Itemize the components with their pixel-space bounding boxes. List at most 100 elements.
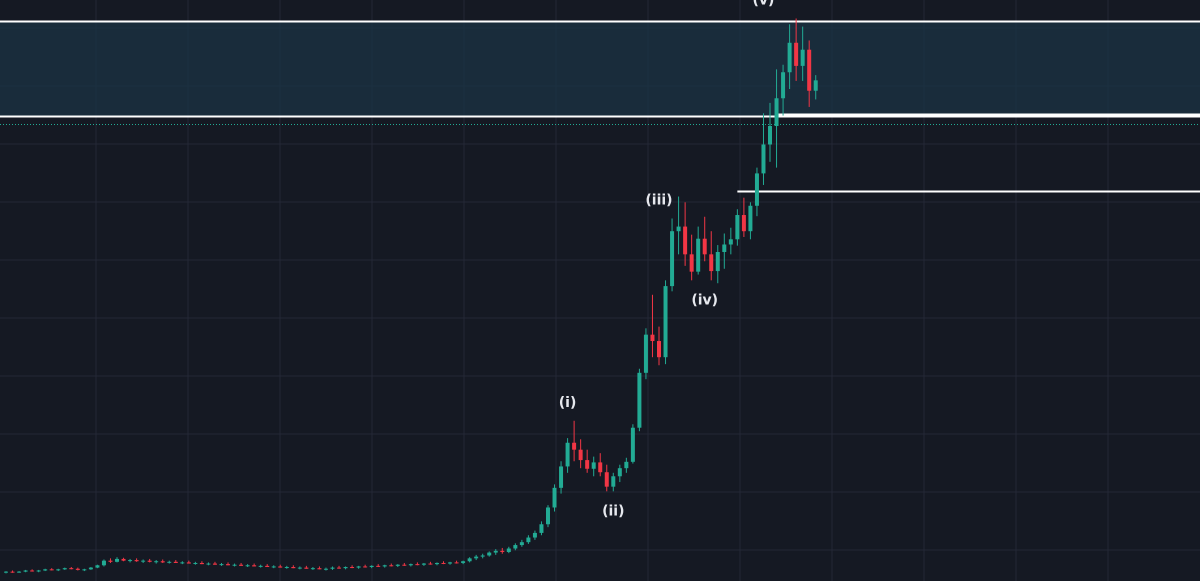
candle-body [787,42,792,73]
candle [323,567,328,571]
candle-body [4,571,8,573]
candle [637,368,642,432]
candle [768,102,773,162]
wave-label: (v) [753,0,775,8]
candle [441,561,446,565]
candle [317,566,322,570]
candle [683,202,688,266]
candle-body [101,560,106,566]
candle-body [95,565,100,568]
candle-body [376,565,381,567]
candle [330,566,335,570]
candle [186,560,191,564]
candle [75,567,80,571]
candle-body [591,462,596,469]
candle [552,484,557,512]
wave-label: (ii) [602,503,624,519]
candle-body [49,569,54,571]
candle [369,565,374,569]
candle [115,557,120,563]
candle-body [715,252,720,272]
candle [69,567,74,570]
candle-body [598,462,603,473]
candle-body [741,215,746,232]
candle [291,565,296,569]
candle-body [284,567,289,569]
candle-body [141,560,146,562]
candle [657,326,661,366]
candle-body [30,570,35,572]
candle [474,554,479,561]
candle-body [604,472,609,487]
candle-body [186,562,191,564]
candle [709,231,714,281]
candle [10,570,15,573]
candle-body [356,566,361,568]
candle [559,461,564,494]
candle-body [382,565,387,567]
candle-body [278,566,283,568]
candle [226,562,231,566]
candle-body [62,568,67,570]
candle-body [552,487,557,508]
candle [154,560,159,564]
candle-body [69,568,74,570]
candle [128,558,133,563]
candle [506,546,511,554]
candle-body [330,567,335,569]
candle-body [337,567,342,569]
candle [30,569,35,572]
candle [395,564,400,568]
candle-body [807,49,812,91]
candle-body [676,226,681,232]
candle [337,565,342,569]
candle-body [532,532,537,538]
candle [545,505,550,528]
candle [265,564,270,568]
candles [4,18,818,574]
candle [239,562,244,566]
candle [4,571,8,574]
candle-body [395,564,400,566]
candle [343,566,348,570]
candle [82,568,87,572]
candle-body [160,561,165,563]
candle [630,424,635,464]
candle [702,216,707,262]
candle-body [545,507,550,525]
candle [43,568,48,572]
candle [487,551,492,557]
candle [180,561,185,565]
candle [297,566,302,570]
candle-body [36,570,41,572]
candle [539,521,544,536]
candle [526,535,531,544]
candle [258,564,263,568]
candle-body [291,567,296,569]
candle-body [304,567,309,569]
candle [193,561,198,565]
candle [160,559,165,563]
candle-body [56,569,61,571]
candle [206,562,211,566]
candle [219,562,224,566]
candle-body [369,565,374,568]
candle [735,209,740,246]
wave-label: (i) [559,395,577,411]
wave-label: (iv) [691,292,718,308]
candle-body [696,238,701,272]
candle [676,196,681,255]
candle [56,568,61,572]
candle [108,558,113,563]
candle [17,571,22,573]
candle [173,560,178,563]
candle-body [513,545,518,549]
zones [0,21,1200,117]
candle-body [683,226,688,255]
candle [232,563,237,567]
candle-body [343,567,348,569]
candle [585,449,590,473]
candle-body [206,563,211,565]
candle-body [363,566,368,568]
candle-body [735,215,740,240]
